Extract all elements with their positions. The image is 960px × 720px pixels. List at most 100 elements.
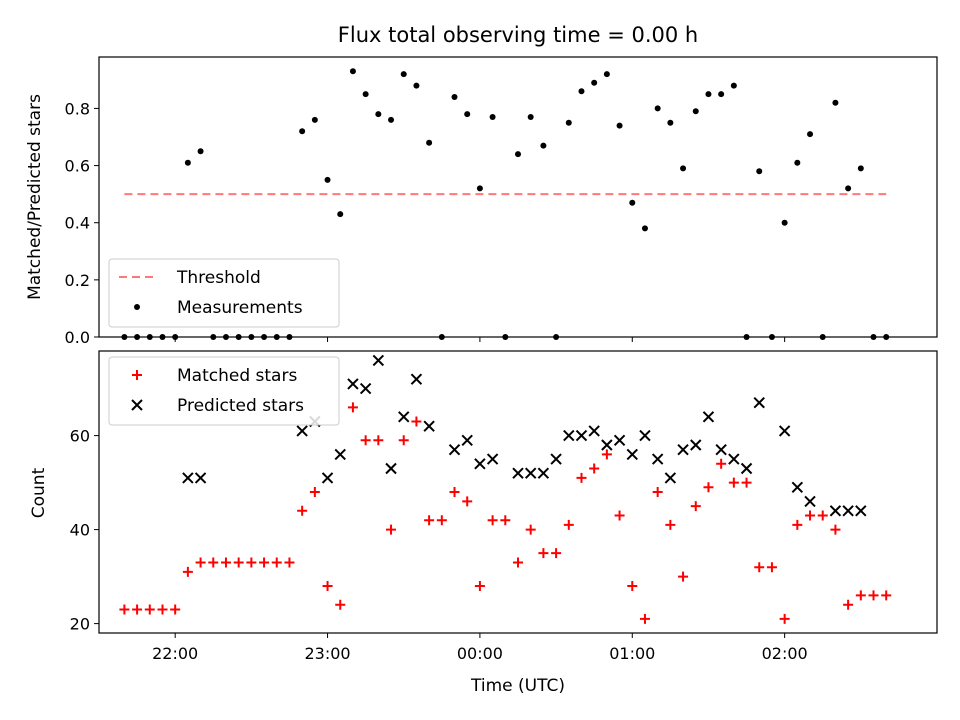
matched-star-point	[563, 519, 574, 530]
measurement-point	[756, 168, 763, 175]
predicted-star-point	[563, 429, 575, 442]
matched-star-point	[589, 463, 600, 474]
matched-star-point	[551, 548, 562, 559]
measurement-point	[578, 88, 585, 95]
predicted-star-point	[423, 420, 435, 432]
measurement-point	[845, 185, 852, 192]
predicted-star-point	[347, 378, 359, 390]
predicted-star-point	[829, 505, 842, 517]
predicted-star-point	[296, 425, 308, 437]
measurement-point	[629, 199, 636, 206]
predicted-star-point	[690, 439, 702, 451]
matched-star-point	[690, 501, 701, 512]
matched-star-point	[652, 487, 663, 497]
matched-star-point	[576, 472, 587, 483]
predicted-star-point	[804, 495, 816, 508]
matched-star-point	[678, 571, 689, 582]
matched-star-point	[449, 487, 460, 497]
predicted-star-point	[639, 429, 651, 442]
measurement-point	[794, 159, 801, 166]
predicted-star-point	[728, 453, 740, 465]
predicted-star-point	[753, 396, 765, 409]
measurement-point	[870, 334, 877, 340]
legend-box	[108, 258, 340, 328]
measurement-point	[616, 122, 623, 129]
measurement-point	[654, 105, 661, 112]
predicted-star-point	[588, 425, 600, 437]
matched-star-point	[474, 581, 485, 591]
matched-star-point	[233, 557, 244, 568]
matched-star-point	[538, 548, 549, 559]
matched-star-point	[513, 557, 523, 568]
measurement-point	[172, 334, 179, 340]
predicted-star-point	[664, 472, 677, 484]
measurement-point	[476, 185, 483, 192]
measurement-point	[248, 334, 255, 340]
matched-star-point	[322, 581, 333, 591]
predicted-star-point	[486, 453, 499, 465]
legend-label: Matched stars	[177, 366, 297, 386]
measurement-point	[184, 159, 191, 166]
predicted-star-point	[740, 462, 753, 475]
matched-star-point	[170, 604, 181, 615]
matched-star-point	[182, 566, 193, 577]
predicted-star-point	[855, 505, 867, 517]
predicted-star-point	[778, 425, 791, 437]
matched-star-point	[132, 604, 143, 615]
chart-title: Flux total observing time = 0.00 h	[338, 23, 698, 47]
axes-frame	[98, 56, 938, 338]
measurement-point	[857, 165, 864, 172]
predicted-star-point	[626, 448, 638, 461]
x-tick-label: 00:00	[457, 644, 503, 663]
measurement-point	[438, 334, 445, 340]
y-tick-label: 0.4	[65, 214, 90, 233]
measurement-point	[273, 334, 280, 340]
measurement-point	[667, 119, 674, 126]
matched-star-point	[525, 524, 536, 535]
legend-box	[108, 356, 340, 426]
matched-star-point	[601, 449, 612, 460]
matched-star-point	[843, 599, 854, 610]
y-tick-label: 0.6	[65, 157, 90, 176]
matched-star-point	[830, 524, 841, 535]
measurement-point	[883, 334, 890, 340]
predicted-star-point	[537, 467, 550, 479]
matched-star-point	[220, 557, 231, 568]
legend-predicted-marker	[131, 399, 143, 411]
predicted-star-point	[474, 458, 486, 470]
predicted-star-point	[702, 411, 715, 423]
measurement-point	[426, 139, 433, 146]
measurement-point	[146, 334, 153, 340]
predicted-star-point	[194, 472, 207, 484]
x-tick-label: 23:00	[304, 644, 350, 663]
measurement-point	[299, 128, 306, 135]
measurement-point	[591, 79, 598, 86]
matched-star-point	[627, 581, 638, 591]
legend-label: Threshold	[176, 268, 261, 288]
measurement-point	[515, 151, 521, 158]
x-axis-label: Time (UTC)	[470, 676, 565, 696]
measurement-point	[337, 211, 344, 218]
matched-star-point	[284, 557, 295, 568]
matched-star-point	[728, 477, 739, 488]
predicted-star-point	[372, 354, 385, 367]
predicted-star-point	[512, 467, 524, 479]
y-tick-label: 40	[70, 521, 90, 540]
matched-star-point	[754, 562, 765, 573]
matched-star-point	[271, 557, 282, 568]
predicted-star-point	[550, 453, 562, 465]
matched-star-point	[779, 613, 790, 624]
y-tick-label: 60	[70, 427, 90, 446]
measurement-point	[349, 68, 356, 75]
matched-star-point	[246, 557, 257, 568]
matched-star-point	[424, 515, 435, 526]
bottom-plot-area: 20 40 60 22:00 23:00 00:00 01:00 02:00 Matched s…	[70, 350, 938, 663]
measurement-point	[489, 114, 496, 120]
matched-star-point	[208, 557, 219, 568]
matched-star-point	[639, 613, 650, 624]
y-tick-label: 0.8	[65, 99, 90, 118]
matched-star-point	[373, 435, 384, 446]
predicted-star-point	[613, 434, 626, 447]
legend-measurement-marker	[134, 304, 140, 310]
